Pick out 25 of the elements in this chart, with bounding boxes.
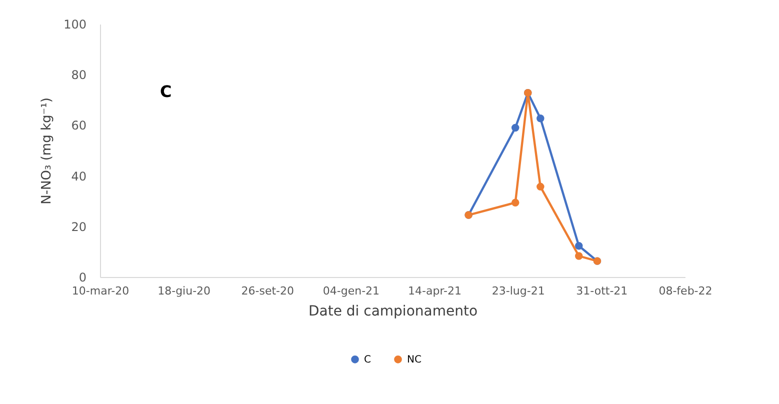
legend-label: NC — [407, 354, 422, 366]
x-tick-label: 04-gen-21 — [322, 284, 380, 298]
point — [511, 198, 520, 206]
point — [574, 252, 583, 260]
x-tick-label: 18-giu-20 — [158, 284, 211, 298]
point — [536, 182, 544, 191]
y-tick-label: 20 — [71, 220, 86, 234]
x-tick-label: 23-lug-21 — [492, 284, 545, 298]
point — [536, 114, 544, 122]
x-tick-label: 31-ott-21 — [576, 284, 628, 298]
x-axis-title: Date di campionamento — [308, 304, 478, 320]
y-tick-label: 0 — [78, 270, 86, 284]
legend-label: C — [364, 354, 371, 366]
y-tick-label: 80 — [71, 68, 86, 82]
x-tick-label: 10-mar-20 — [72, 284, 130, 298]
y-axis-title: N-NO₃ (mg kg⁻¹) — [40, 98, 55, 204]
x-tick-label: 26-set-20 — [241, 284, 294, 298]
x-tick-label: 14-apr-21 — [408, 284, 462, 298]
y-tick-label: 60 — [71, 118, 86, 133]
annotation: C — [160, 82, 172, 101]
x-tick-label: 08-feb-22 — [658, 284, 712, 298]
y-tick-label: 100 — [64, 18, 86, 32]
point — [574, 242, 583, 250]
y-tick-label: 40 — [71, 169, 86, 184]
point — [511, 124, 520, 132]
